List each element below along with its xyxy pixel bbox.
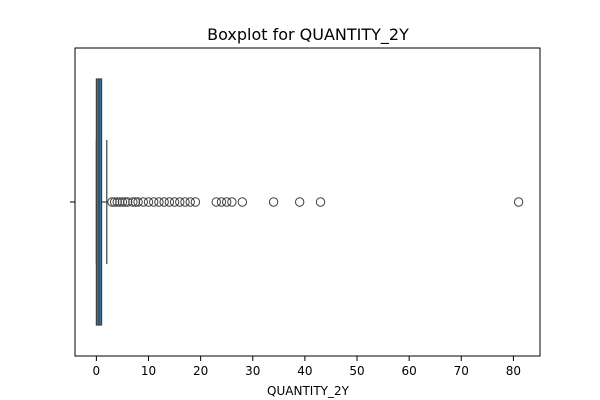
chart-title: Boxplot for QUANTITY_2Y: [207, 25, 409, 45]
outlier-point: [268, 197, 279, 207]
x-tick-label: 30: [245, 364, 260, 378]
outlier-point: [154, 197, 164, 207]
outlier-point: [112, 197, 122, 207]
x-tick-label: 40: [297, 364, 312, 378]
outlier-point: [180, 197, 190, 207]
outlier-point: [149, 197, 159, 207]
outlier-point: [169, 197, 180, 207]
outlier-point: [122, 197, 133, 207]
x-tick-label: 80: [506, 364, 521, 378]
outlier-point: [513, 197, 524, 207]
outlier-point: [294, 197, 305, 207]
outlier-point: [216, 197, 227, 207]
outlier-point: [130, 197, 141, 207]
x-axis-label: QUANTITY_2Y: [267, 384, 350, 398]
x-tick-label: 60: [402, 364, 417, 378]
outlier-point: [159, 197, 169, 207]
outlier-point: [237, 197, 248, 207]
x-tick-label: 50: [349, 364, 364, 378]
outlier-point: [120, 197, 130, 207]
outlier-point: [115, 197, 125, 207]
outlier-point: [190, 197, 201, 207]
x-axis: 0 10 20 30 40 50 60 70 80: [93, 356, 521, 378]
outlier-point: [185, 197, 195, 207]
outlier-point: [175, 197, 185, 207]
x-tick-label: 10: [141, 364, 156, 378]
outlier-group: [107, 197, 524, 207]
outlier-point: [211, 197, 221, 207]
outlier-point: [128, 197, 138, 207]
outlier-point: [315, 197, 326, 207]
outlier-point: [221, 197, 232, 207]
x-tick-label: 70: [454, 364, 469, 378]
x-tick-label: 0: [93, 364, 101, 378]
x-tick-label: 20: [193, 364, 208, 378]
outlier-point: [109, 197, 120, 207]
outlier-point: [133, 197, 143, 207]
outlier-point: [107, 197, 117, 207]
outlier-point: [143, 197, 154, 207]
outlier-point: [138, 197, 148, 207]
outlier-point: [117, 197, 128, 207]
outlier-point: [164, 197, 175, 207]
box-group: [95, 78, 108, 326]
outlier-point: [227, 197, 237, 207]
